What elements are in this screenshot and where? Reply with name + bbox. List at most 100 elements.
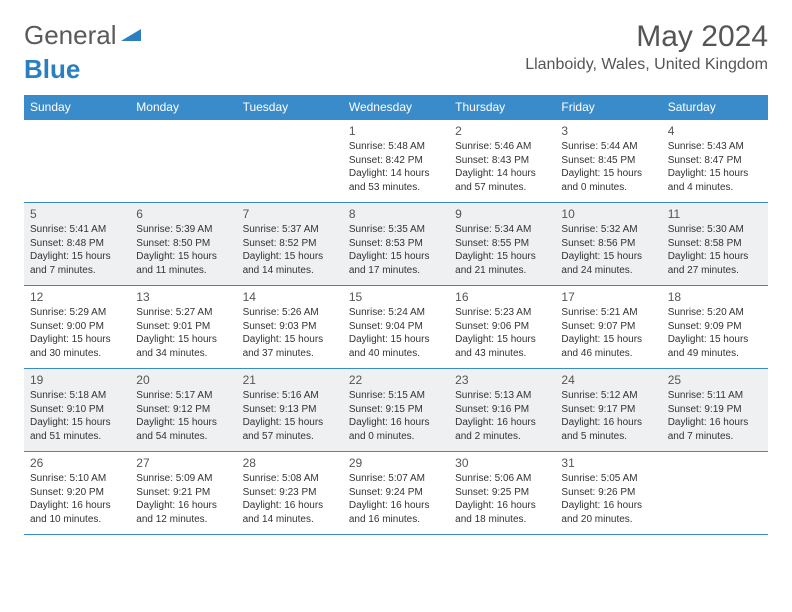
daylight-text: Daylight: 15 hours and 27 minutes. (668, 250, 762, 277)
sunrise-text: Sunrise: 5:20 AM (668, 306, 762, 320)
calendar-body: 1Sunrise: 5:48 AMSunset: 8:42 PMDaylight… (24, 119, 768, 535)
sunrise-text: Sunrise: 5:07 AM (349, 472, 443, 486)
sunrise-text: Sunrise: 5:05 AM (561, 472, 655, 486)
sunset-text: Sunset: 9:10 PM (30, 403, 124, 417)
calendar-week: 5Sunrise: 5:41 AMSunset: 8:48 PM Daylight… (24, 203, 768, 286)
calendar-day: 3Sunrise: 5:44 AMSunset: 8:45 PMDaylight… (555, 120, 661, 202)
location-subtitle: Llanboidy, Wales, United Kingdom (525, 56, 768, 74)
day-number: 20 (136, 372, 230, 388)
logo-triangle-icon (121, 25, 141, 46)
day-number: 31 (561, 455, 655, 471)
sunset-text: Sunset: 9:13 PM (243, 403, 337, 417)
weekday-header: Thursday (449, 95, 555, 119)
calendar-day (662, 452, 768, 534)
calendar-day: 15Sunrise: 5:24 AMSunset: 9:04 PMDayligh… (343, 286, 449, 368)
daylight-text: Daylight: 16 hours and 14 minutes. (243, 499, 337, 526)
daylight-text: Daylight: 15 hours and 21 minutes. (455, 250, 549, 277)
sunrise-text: Sunrise: 5:21 AM (561, 306, 655, 320)
day-number: 10 (561, 206, 655, 222)
daylight-text: Daylight: 15 hours and 49 minutes. (668, 333, 762, 360)
daylight-text: Daylight: 15 hours and 11 minutes. (136, 250, 230, 277)
sunrise-text: Sunrise: 5:41 AM (30, 223, 124, 237)
day-number: 4 (668, 123, 762, 139)
sunrise-text: Sunrise: 5:30 AM (668, 223, 762, 237)
daylight-text: Daylight: 15 hours and 30 minutes. (30, 333, 124, 360)
calendar-day: 31Sunrise: 5:05 AMSunset: 9:26 PMDayligh… (555, 452, 661, 534)
sunset-text: Sunset: 9:19 PM (668, 403, 762, 417)
sunset-text: Sunset: 9:06 PM (455, 320, 549, 334)
daylight-text: Daylight: 16 hours and 20 minutes. (561, 499, 655, 526)
sunrise-text: Sunrise: 5:12 AM (561, 389, 655, 403)
day-number: 30 (455, 455, 549, 471)
daylight-text: Daylight: 15 hours and 51 minutes. (30, 416, 124, 443)
daylight-text: Daylight: 16 hours and 2 minutes. (455, 416, 549, 443)
sunset-text: Sunset: 9:25 PM (455, 486, 549, 500)
daylight-text: Daylight: 15 hours and 0 minutes. (561, 167, 655, 194)
sunset-text: Sunset: 9:00 PM (30, 320, 124, 334)
calendar-day: 30Sunrise: 5:06 AMSunset: 9:25 PMDayligh… (449, 452, 555, 534)
calendar-day: 22Sunrise: 5:15 AMSunset: 9:15 PMDayligh… (343, 369, 449, 451)
daylight-text: Daylight: 16 hours and 12 minutes. (136, 499, 230, 526)
day-number: 28 (243, 455, 337, 471)
sunset-text: Sunset: 8:55 PM (455, 237, 549, 251)
sunset-text: Sunset: 9:21 PM (136, 486, 230, 500)
calendar-week: 12Sunrise: 5:29 AMSunset: 9:00 PMDayligh… (24, 286, 768, 369)
sunrise-text: Sunrise: 5:34 AM (455, 223, 549, 237)
daylight-text: Daylight: 14 hours and 53 minutes. (349, 167, 443, 194)
sunset-text: Sunset: 9:23 PM (243, 486, 337, 500)
day-number: 21 (243, 372, 337, 388)
sunrise-text: Sunrise: 5:27 AM (136, 306, 230, 320)
sunrise-text: Sunrise: 5:18 AM (30, 389, 124, 403)
day-number: 24 (561, 372, 655, 388)
day-number: 14 (243, 289, 337, 305)
day-number: 11 (668, 206, 762, 222)
day-number: 25 (668, 372, 762, 388)
weekday-header-row: SundayMondayTuesdayWednesdayThursdayFrid… (24, 95, 768, 119)
sunset-text: Sunset: 8:47 PM (668, 154, 762, 168)
sunrise-text: Sunrise: 5:13 AM (455, 389, 549, 403)
sunrise-text: Sunrise: 5:29 AM (30, 306, 124, 320)
sunset-text: Sunset: 9:26 PM (561, 486, 655, 500)
day-number: 9 (455, 206, 549, 222)
day-number: 5 (30, 206, 124, 222)
daylight-text: Daylight: 14 hours and 57 minutes. (455, 167, 549, 194)
day-number: 7 (243, 206, 337, 222)
daylight-text: Daylight: 16 hours and 18 minutes. (455, 499, 549, 526)
calendar: SundayMondayTuesdayWednesdayThursdayFrid… (24, 95, 768, 535)
day-number: 15 (349, 289, 443, 305)
sunset-text: Sunset: 9:20 PM (30, 486, 124, 500)
calendar-day: 20Sunrise: 5:17 AMSunset: 9:12 PMDayligh… (130, 369, 236, 451)
sunset-text: Sunset: 8:48 PM (30, 237, 124, 251)
sunset-text: Sunset: 9:01 PM (136, 320, 230, 334)
sunset-text: Sunset: 8:53 PM (349, 237, 443, 251)
sunrise-text: Sunrise: 5:44 AM (561, 140, 655, 154)
daylight-text: Daylight: 15 hours and 40 minutes. (349, 333, 443, 360)
daylight-text: Daylight: 15 hours and 37 minutes. (243, 333, 337, 360)
day-number: 3 (561, 123, 655, 139)
day-number: 6 (136, 206, 230, 222)
calendar-day: 5Sunrise: 5:41 AMSunset: 8:48 PMDaylight… (24, 203, 130, 285)
calendar-day: 7Sunrise: 5:37 AMSunset: 8:52 PMDaylight… (237, 203, 343, 285)
sunrise-text: Sunrise: 5:15 AM (349, 389, 443, 403)
day-number: 29 (349, 455, 443, 471)
sunrise-text: Sunrise: 5:35 AM (349, 223, 443, 237)
sunset-text: Sunset: 8:56 PM (561, 237, 655, 251)
sunset-text: Sunset: 8:58 PM (668, 237, 762, 251)
daylight-text: Daylight: 15 hours and 57 minutes. (243, 416, 337, 443)
sunrise-text: Sunrise: 5:37 AM (243, 223, 337, 237)
calendar-day: 29Sunrise: 5:07 AMSunset: 9:24 PMDayligh… (343, 452, 449, 534)
day-number: 12 (30, 289, 124, 305)
weekday-header: Friday (555, 95, 661, 119)
day-number: 19 (30, 372, 124, 388)
calendar-day: 16Sunrise: 5:23 AMSunset: 9:06 PMDayligh… (449, 286, 555, 368)
sunrise-text: Sunrise: 5:09 AM (136, 472, 230, 486)
day-number: 22 (349, 372, 443, 388)
sunset-text: Sunset: 9:16 PM (455, 403, 549, 417)
daylight-text: Daylight: 15 hours and 34 minutes. (136, 333, 230, 360)
calendar-week: 1Sunrise: 5:48 AMSunset: 8:42 PMDaylight… (24, 119, 768, 203)
sunset-text: Sunset: 9:09 PM (668, 320, 762, 334)
calendar-day: 26Sunrise: 5:10 AMSunset: 9:20 PMDayligh… (24, 452, 130, 534)
sunset-text: Sunset: 9:24 PM (349, 486, 443, 500)
day-number: 8 (349, 206, 443, 222)
sunrise-text: Sunrise: 5:11 AM (668, 389, 762, 403)
